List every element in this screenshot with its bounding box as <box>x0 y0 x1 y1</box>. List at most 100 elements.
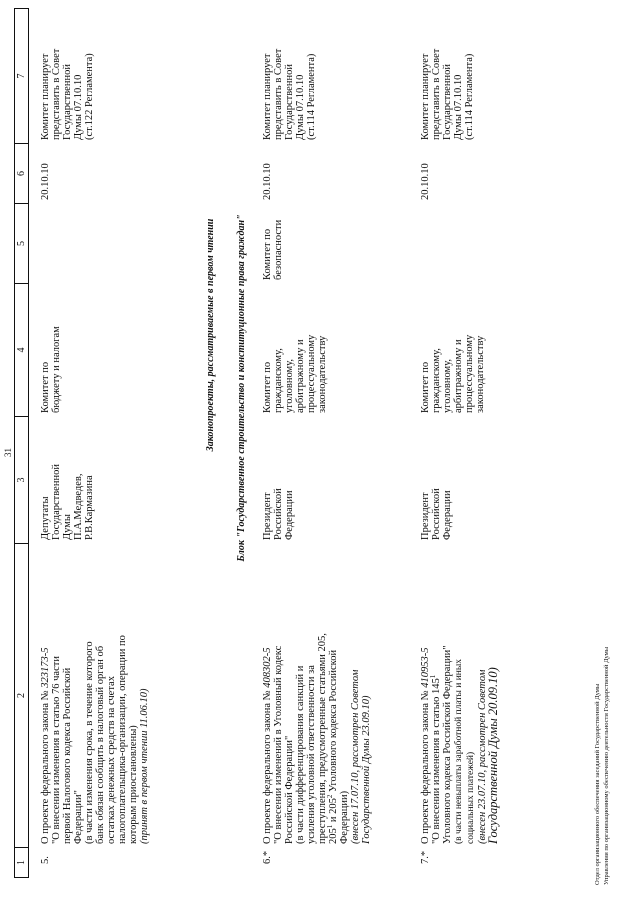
responsible-committee-line: гражданскому, <box>273 348 284 413</box>
text-segment: (в части невыплаты заработной платы и ин… <box>454 658 464 844</box>
text-segment: Российской Федерации" <box>284 735 295 844</box>
initiator-line: Президент <box>420 492 431 540</box>
responsible-committee-line: арбитражному и <box>453 339 464 413</box>
bill-line: (внесен 17.07.10, рассмотрен Советом <box>350 545 361 844</box>
text-segment: преступления, предусмотренные статьями 2… <box>317 633 328 844</box>
text-segment: первой Налогового кодекса Российской <box>62 667 73 844</box>
date-cell: 20.10.10 <box>262 145 372 205</box>
row-number: 7.* <box>420 850 431 864</box>
note-line: Государственной <box>284 64 295 140</box>
date-line: 20.10.10 <box>40 163 51 200</box>
footer-line-1: Отдел организационного обеспечения засед… <box>594 683 601 885</box>
header-cell-7: 7 <box>15 9 28 144</box>
co-committee-line: безопасности <box>273 219 284 280</box>
text-segment: 1 <box>429 674 437 679</box>
responsible-committee-line: Комитет по <box>420 361 431 413</box>
bill-line: (в части дифференцирования санкций и <box>295 545 306 844</box>
date-line: 20.10.10 <box>420 163 431 200</box>
initiator-line: Российской <box>273 488 284 540</box>
bill-line: "О внесении изменения в статью 76 части <box>51 545 62 844</box>
text-segment: Федерации) <box>339 790 350 844</box>
initiator-line: Российской <box>431 488 442 540</box>
row-number: 6.* <box>262 850 273 864</box>
text-segment: социальных платежей) <box>466 751 476 844</box>
responsible-committee-line: уголовному, <box>284 359 295 413</box>
note-line: представить в Совет <box>431 48 442 140</box>
date-line: 20.10.10 <box>262 163 273 200</box>
section-heading: Законопроекты, рассматриваемые в первом … <box>205 218 216 452</box>
bill-line: преступления, предусмотренные статьями 2… <box>317 545 328 844</box>
table-row: 5. О проекте федерального закона № 323173… <box>40 10 150 878</box>
bill-line: Федерации" <box>73 545 84 844</box>
date-cell: 20.10.10 <box>420 145 500 205</box>
text-segment: "О внесении изменения в статью 145 <box>431 678 442 844</box>
bill-line: Государственной Думы 20.09.10) <box>486 545 500 844</box>
table-row: 7.* О проекте федерального закона № 41095… <box>420 10 500 878</box>
text-segment: 410953-5 <box>420 647 431 688</box>
bill-description-cell: О проекте федерального закона № 410953-5… <box>420 545 500 849</box>
note-line: Думы 07.10.10 <box>73 74 84 140</box>
bill-description-cell: О проекте федерального закона № 408302-5… <box>262 545 372 849</box>
note-cell: Комитет планирует представить в Совет Госу… <box>262 10 372 145</box>
header-cell-1: 1 <box>16 860 27 865</box>
note-cell: Комитет планирует представить в Совет Госу… <box>40 10 150 145</box>
date-cell: 20.10.10 <box>40 145 150 205</box>
text-segment: (в части дифференцирования санкций и <box>295 665 306 844</box>
responsible-committee-line: Комитет по <box>262 361 273 413</box>
bill-line: налогоплательщика-организации, операции … <box>117 545 128 844</box>
initiator-line: П.А.Медведев, <box>73 473 84 540</box>
bill-line: социальных платежей) <box>465 545 477 844</box>
header-cell-4: 4 <box>15 284 28 417</box>
initiator-line: Думы <box>62 514 73 540</box>
text-segment: Уголовного кодекса Российской Федерации" <box>442 645 453 844</box>
header-cell-5: 5 <box>15 204 28 284</box>
table-row: 6.* О проекте федерального закона № 40830… <box>262 10 372 878</box>
text-segment: банк обязан сообщить в налоговый орган о… <box>95 645 106 844</box>
text-segment: "О внесении изменения в статью 76 части <box>51 656 62 844</box>
note-line: (ст.114 Регламента) <box>464 53 475 140</box>
initiator-line: Депутаты <box>40 496 51 540</box>
text-segment: "О внесении изменений в Уголовный кодекс <box>273 645 284 844</box>
header-cell-2: 2 <box>15 544 28 848</box>
note-line: представить в Совет <box>51 48 62 140</box>
row-number-cell: 7.* <box>420 849 500 878</box>
bill-line: Государственной Думы 23.09.10) <box>361 545 372 844</box>
text-segment: О проекте федерального закона № <box>420 687 431 844</box>
bill-line: усиления уголовной ответственности за <box>306 545 317 844</box>
bill-line: (в части невыплаты заработной платы и ин… <box>453 545 465 844</box>
responsible-committee-line: арбитражному и <box>295 339 306 413</box>
bill-line: Федерации) <box>339 545 350 844</box>
text-segment: Уголовного кодекса Российской <box>328 649 339 795</box>
text-segment: (внесен 17.07.10, рассмотрен Советом <box>350 669 361 844</box>
text-segment: 205 <box>328 828 339 844</box>
bill-line: 2051 и 2052 Уголовного кодекса Российско… <box>326 545 339 844</box>
initiator-cell: Депутаты Государственной Думы П.А.Медведев,… <box>40 418 150 545</box>
responsible-committee-line: законодательству <box>317 335 328 413</box>
responsible-committee-line: уголовному, <box>442 359 453 413</box>
text-segment: усиления уголовной ответственности за <box>306 665 317 844</box>
note-line: Думы 07.10.10 <box>295 74 306 140</box>
initiator-cell: Президент Российской Федерации <box>262 418 372 545</box>
bill-line: которым приостановлены) <box>128 545 139 844</box>
initiator-cell: Президент Российской Федерации <box>420 418 500 545</box>
text-segment: которым приостановлены) <box>128 725 139 844</box>
bill-line: банк обязан сообщить в налоговый орган о… <box>95 545 106 844</box>
responsible-committee-line: законодательству <box>475 335 486 413</box>
text-segment: 1 <box>326 824 334 829</box>
bill-line: Уголовного кодекса Российской Федерации" <box>442 545 453 844</box>
bill-line: "О внесении изменений в Уголовный кодекс <box>273 545 284 844</box>
initiator-line: Федерации <box>442 490 453 540</box>
text-segment: 323173-5 <box>40 647 51 688</box>
bill-line: О проекте федерального закона № 410953-5 <box>420 545 431 844</box>
note-line: Комитет планирует <box>40 53 51 141</box>
bill-line: первой Налогового кодекса Российской <box>62 545 73 844</box>
note-line: (ст.114 Регламента) <box>306 53 317 140</box>
block-heading: Блок "Государственное строительство и ко… <box>236 214 247 562</box>
note-line: (ст.122 Регламента) <box>84 53 95 140</box>
responsible-committee-cell: Комитет по гражданскому, уголовному, арбитр… <box>420 285 500 418</box>
note-line: Государственной <box>442 64 453 140</box>
bill-line: остатках денежных средств на счетах <box>106 545 117 844</box>
row-number: 5. <box>40 856 51 864</box>
note-line: Думы 07.10.10 <box>453 74 464 140</box>
note-line: Комитет планирует <box>420 53 431 141</box>
